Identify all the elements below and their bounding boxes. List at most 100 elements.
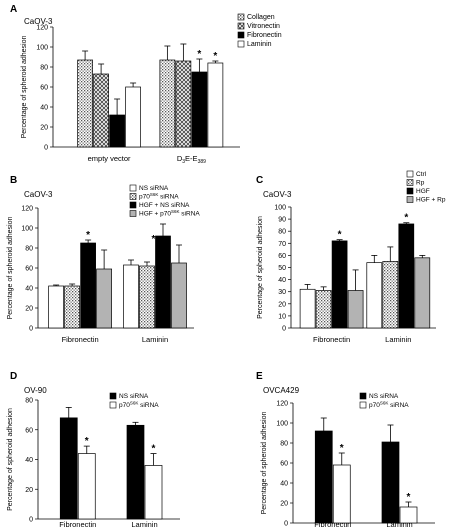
y-tick-label: 60 [25,266,33,273]
y-tick-label: 40 [25,457,33,464]
y-tick-label: 0 [284,521,288,528]
y-tick-label: 80 [278,229,286,236]
significance-marker: * [338,230,342,241]
legend-swatch [129,184,137,192]
y-tick-label: 100 [21,226,33,233]
y-tick-label: 0 [29,517,33,524]
category-label: D3E-E389 [177,154,206,165]
panel-letter: A [10,4,17,15]
bar [398,223,415,329]
bar [96,268,112,329]
legend-label: HGF + NS siRNA [139,202,190,209]
cell-line-label: OV-90 [24,386,47,395]
panel-letter: E [256,371,263,382]
significance-marker: * [85,436,89,447]
legend-swatch [359,401,367,409]
category-label: empty vector [88,154,131,163]
y-tick-label: 80 [25,246,33,253]
legend-swatch [237,13,245,21]
bar [171,262,187,329]
y-tick-label: 120 [36,25,48,32]
category-label: Laminin [142,335,168,344]
y-tick-label: 80 [25,398,33,405]
y-tick-label: 20 [280,501,288,508]
legend-label: p70S6K siRNA [369,401,409,410]
bar [80,242,96,329]
cell-line-label: CaOV-3 [24,17,53,26]
y-tick-label: 30 [278,289,286,296]
legend-label: HGF + p70S6K siRNA [139,209,200,218]
significance-marker: * [86,230,90,241]
y-tick-label: 100 [274,205,286,212]
bar [126,424,145,520]
bar [175,60,192,148]
bar [144,465,163,520]
y-tick-label: 0 [44,145,48,152]
legend-label: NS siRNA [139,185,169,192]
legend-swatch [237,40,245,48]
bar [347,290,364,329]
category-label: Laminin [385,335,411,344]
category-label: Laminin [131,520,157,529]
panel-a: A CaOV-3 0 20 40 60 80 100 120 Percentage of sphe… [10,4,282,165]
y-axis-label: Percentage of spheroid adhesion [261,412,268,515]
y-tick-label: 40 [40,105,48,112]
bar [64,285,80,329]
legend-swatch [237,22,245,30]
legend-label: HGF [416,188,430,195]
significance-marker: * [197,49,201,60]
legend-label: p70S6K siRNA [119,401,159,410]
y-tick-label: 80 [40,65,48,72]
legend-swatch [406,170,414,178]
significance-marker: * [404,213,408,224]
bar [315,290,332,329]
bar [382,261,399,329]
legend-label: Laminin [247,41,272,48]
legend-swatch [129,201,137,209]
bar [191,71,208,148]
bar [207,62,224,148]
legend-swatch [129,193,137,200]
legend-swatch [109,392,117,400]
y-tick-label: 40 [280,481,288,488]
significance-marker: * [340,443,344,454]
bar [59,417,78,520]
panel-letter: D [10,371,17,382]
significance-marker: * [152,444,156,455]
category-label: Laminin [386,520,412,529]
bar [332,464,351,524]
bar [331,240,348,329]
y-tick-label: 70 [278,241,286,248]
y-tick-label: 20 [278,301,286,308]
y-tick-label: 20 [25,487,33,494]
bar [314,430,333,524]
y-axis-label: Percentage of spheroid adhesion [257,216,264,319]
cell-line-label: CaOV-3 [24,190,53,199]
y-tick-label: 20 [25,306,33,313]
y-axis-label: Percentage of spheroid adhesion [7,217,14,320]
y-tick-label: 0 [29,326,33,333]
y-tick-label: 10 [278,313,286,320]
bar [366,262,383,329]
bar [125,86,141,148]
panel-d: D OV-90 0 20 40 60 80 Percentage of spheroid ad… [7,371,180,529]
y-tick-label: 100 [36,45,48,52]
panel-letter: C [256,175,263,186]
significance-marker: * [152,234,156,245]
y-tick-label: 0 [282,326,286,333]
category-label: Fibronectin [59,520,96,529]
legend-label: p70S6K siRNA [139,192,179,201]
y-tick-label: 40 [25,286,33,293]
legend-label: NS siRNA [119,393,149,400]
bar [381,441,400,524]
y-axis-label: Percentage of spheroid adhesion [7,408,14,511]
panel-letter: B [10,175,17,186]
y-tick-label: 50 [278,265,286,272]
cell-line-label: CaOV-3 [263,190,292,199]
